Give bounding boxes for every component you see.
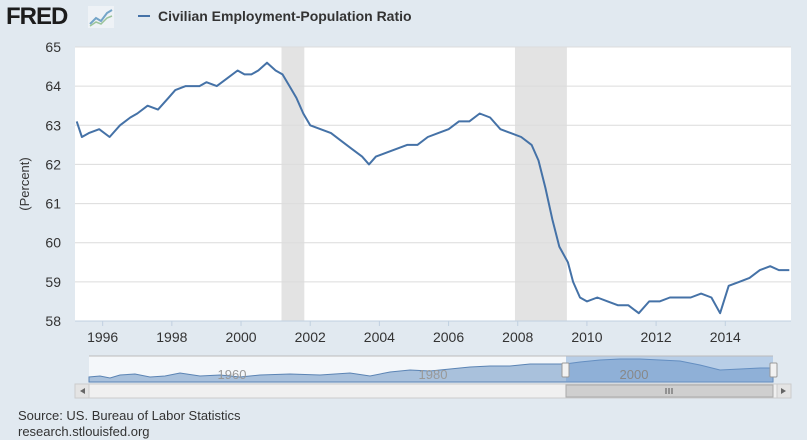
x-tick-label-2012: 2012 <box>641 329 672 345</box>
navigator-right-handle[interactable] <box>769 362 778 378</box>
navigator-label-2000: 2000 <box>620 367 649 382</box>
navigator-left-handle[interactable] <box>561 362 570 378</box>
y-axis-label: (Percent) <box>17 157 32 210</box>
recession-bands <box>281 47 567 321</box>
fred-logo[interactable]: FRED <box>6 3 68 30</box>
recession-band-0 <box>281 47 305 321</box>
scroll-right-arrow-icon <box>781 388 786 394</box>
x-tick-label-2004: 2004 <box>364 329 395 345</box>
y-tick-label-63: 63 <box>45 117 61 133</box>
legend-swatch <box>138 15 150 17</box>
y-tick-label-65: 65 <box>45 39 61 55</box>
navigator-label-1980: 1980 <box>419 367 448 382</box>
scrollbar-grip-icon <box>665 388 673 394</box>
y-tick-label-59: 59 <box>45 274 61 290</box>
y-tick-labels: 58 59 60 61 62 63 64 65 <box>45 39 61 329</box>
series-line-0[interactable] <box>75 61 790 315</box>
y-tick-label-62: 62 <box>45 156 61 172</box>
plot-area <box>75 47 791 321</box>
source-text: Source: US. Bureau of Labor Statistics <box>18 408 241 423</box>
x-tick-labels: 1996 1998 2000 2002 2004 2006 2008 2010 2012 2014 <box>75 320 791 345</box>
logo-text: FRED <box>6 3 68 30</box>
source-site-link[interactable]: research.stlouisfed.org <box>18 424 150 439</box>
x-tick-label-2006: 2006 <box>433 329 464 345</box>
x-tick-label-2010: 2010 <box>571 329 602 345</box>
x-tick-label-2000: 2000 <box>225 329 256 345</box>
x-tick-label-1996: 1996 <box>87 329 118 345</box>
line-chart: 58 59 60 61 62 63 64 65 1996 1998 2000 2002 2004 200… <box>17 39 792 399</box>
y-tick-label-64: 64 <box>45 78 61 94</box>
y-tick-label-60: 60 <box>45 235 61 251</box>
x-tick-label-2008: 2008 <box>502 329 533 345</box>
y-tick-label-61: 61 <box>45 196 61 212</box>
navigator-selected-range[interactable] <box>566 356 773 382</box>
recession-band-1 <box>514 47 567 321</box>
series-layer <box>75 61 790 315</box>
x-tick-label-1998: 1998 <box>156 329 187 345</box>
navigator-label-1960: 1960 <box>218 367 247 382</box>
x-tick-label-2014: 2014 <box>710 329 741 345</box>
chart-legend[interactable]: Civilian Employment-Population Ratio <box>138 8 412 24</box>
time-range-navigator[interactable]: 1960 1980 2000 <box>74 355 792 399</box>
x-tick-label-2002: 2002 <box>295 329 326 345</box>
scroll-left-arrow-icon <box>80 388 85 394</box>
y-tick-label-58: 58 <box>45 313 61 329</box>
navigator-series-area <box>88 358 774 383</box>
legend-label: Civilian Employment-Population Ratio <box>158 8 412 24</box>
line-graph-icon <box>88 6 114 28</box>
